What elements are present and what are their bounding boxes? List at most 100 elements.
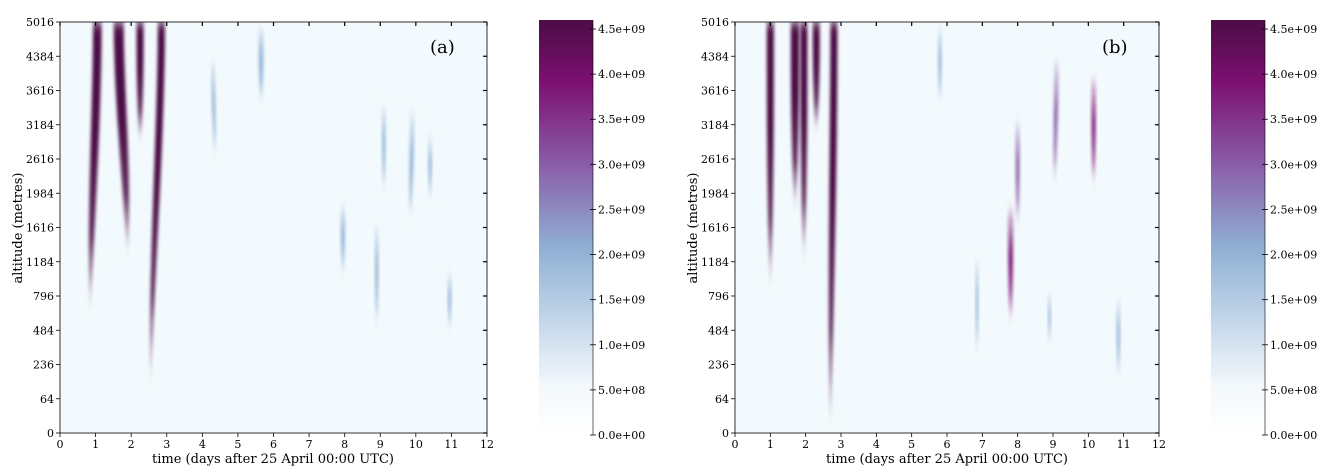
plume bbox=[1015, 124, 1020, 228]
colorbar-tick-label: 1.5e+09 bbox=[1270, 294, 1317, 307]
x-tick-label: 5 bbox=[908, 438, 915, 451]
plume bbox=[975, 261, 979, 358]
y-tick-label: 1184 bbox=[26, 256, 54, 269]
plume bbox=[88, 22, 102, 314]
colorbar-tick-label: 3.5e+09 bbox=[1270, 113, 1317, 126]
colorbar-ticks-a: 0.0e+00 5.0e+08 1.0e+09 1.5e+09 2.0e+09 2.5e+… bbox=[590, 23, 645, 442]
y-tick-label: 4384 bbox=[701, 50, 729, 63]
colorbar-tick-label: 1.0e+09 bbox=[1270, 339, 1317, 352]
y-tick-label: 3616 bbox=[26, 85, 54, 98]
y-tick-label: 1616 bbox=[701, 222, 729, 235]
x-tick-label: 2 bbox=[128, 438, 135, 451]
panel-b: 0 1 2 3 4 5 6 7 8 9 10 11 12 06423648479611841616198… bbox=[686, 16, 1166, 466]
plume bbox=[211, 63, 216, 159]
y-tick-label: 1984 bbox=[26, 187, 54, 200]
colorbar-tick-label: 3.0e+09 bbox=[598, 158, 645, 171]
plume bbox=[382, 107, 386, 194]
x-tick-label: 7 bbox=[979, 438, 986, 451]
plume bbox=[1091, 80, 1096, 187]
x-axis-b: 0 1 2 3 4 5 6 7 8 9 10 11 12 bbox=[732, 22, 1166, 451]
plume bbox=[340, 206, 346, 276]
y-axis-b: 0 64 236 484 796 1184 1616 1984 2616 3184 3616 4384… bbox=[701, 16, 1159, 440]
y-tick-label: 5016 bbox=[701, 16, 729, 29]
y-tick-label: 5016 bbox=[26, 16, 54, 29]
y-tick-label: 1984 bbox=[701, 187, 729, 200]
plume bbox=[428, 138, 432, 201]
y-tick-label: 4384 bbox=[26, 50, 54, 63]
y-tick-label: 0 bbox=[722, 427, 729, 440]
colorbar-tick-label: 2.0e+09 bbox=[598, 249, 645, 262]
y-tick-label: 3184 bbox=[26, 119, 54, 132]
plume bbox=[790, 22, 800, 211]
y-tick-label: 796 bbox=[708, 290, 729, 303]
colorbar-tick-label: 3.5e+09 bbox=[598, 113, 645, 126]
panel-label-a: (a) bbox=[430, 37, 455, 58]
x-tick-label: 12 bbox=[480, 438, 494, 451]
x-tick-label: 8 bbox=[341, 438, 348, 451]
plume bbox=[1053, 63, 1059, 187]
y-tick-label: 236 bbox=[33, 359, 54, 372]
x-tick-label: 5 bbox=[234, 438, 241, 451]
y-tick-label: 2616 bbox=[26, 153, 54, 166]
y-tick-label: 3616 bbox=[701, 85, 729, 98]
x-axis-title-a: time (days after 25 April 00:00 UTC) bbox=[152, 452, 394, 466]
colorbar-tick-label: 0.0e+00 bbox=[598, 429, 645, 442]
x-tick-label: 1 bbox=[92, 438, 99, 451]
x-tick-label: 11 bbox=[1117, 438, 1131, 451]
plume bbox=[150, 22, 165, 389]
colorbar-ticks-b: 0.0e+00 5.0e+08 1.0e+09 1.5e+09 2.0e+09 2.5e+… bbox=[1262, 23, 1317, 442]
y-axis-title-a: altitude (metres) bbox=[11, 172, 26, 283]
y-tick-label: 796 bbox=[33, 290, 54, 303]
x-tick-label: 2 bbox=[802, 438, 809, 451]
colorbar-tick-label: 5.0e+08 bbox=[598, 384, 645, 397]
x-tick-label: 3 bbox=[163, 438, 170, 451]
plume bbox=[409, 114, 415, 221]
y-tick-label: 484 bbox=[708, 324, 729, 337]
y-tick-label: 1184 bbox=[701, 256, 729, 269]
x-tick-label: 12 bbox=[1152, 438, 1166, 451]
colorbar-tick-label: 1.5e+09 bbox=[598, 294, 645, 307]
x-tick-label: 6 bbox=[944, 438, 951, 451]
x-tick-label: 3 bbox=[838, 438, 845, 451]
plume bbox=[1048, 296, 1051, 344]
colorbar-tick-label: 4.5e+09 bbox=[1270, 23, 1317, 36]
x-axis-title-b: time (days after 25 April 00:00 UTC) bbox=[826, 452, 1068, 466]
plume bbox=[800, 22, 808, 262]
plume bbox=[828, 22, 838, 433]
y-tick-label: 64 bbox=[715, 393, 729, 406]
colorbar-b: 0.0e+00 5.0e+08 1.0e+09 1.5e+09 2.0e+09 2.5e+… bbox=[1211, 20, 1317, 442]
plume bbox=[1008, 210, 1014, 324]
colorbar-tick-label: 3.0e+09 bbox=[1270, 158, 1317, 171]
x-tick-label: 10 bbox=[1081, 438, 1095, 451]
y-tick-label: 3184 bbox=[701, 119, 729, 132]
plume-layer-a bbox=[88, 22, 452, 389]
colorbar-tick-label: 4.0e+09 bbox=[1270, 68, 1317, 81]
x-tick-label: 11 bbox=[444, 438, 458, 451]
y-tick-label: 0 bbox=[47, 427, 54, 440]
plot-area-a bbox=[60, 22, 487, 433]
colorbar-tick-label: 2.5e+09 bbox=[1270, 203, 1317, 216]
plume bbox=[766, 22, 774, 290]
plume bbox=[258, 28, 264, 105]
plume bbox=[938, 28, 942, 105]
x-tick-label: 4 bbox=[199, 438, 206, 451]
colorbar-tick-label: 4.5e+09 bbox=[598, 23, 645, 36]
y-tick-label: 484 bbox=[33, 324, 54, 337]
plume bbox=[1116, 302, 1121, 379]
colorbar-tick-label: 2.0e+09 bbox=[1270, 249, 1317, 262]
plume-layer-b bbox=[766, 22, 1121, 433]
x-tick-label: 0 bbox=[732, 438, 739, 451]
plume bbox=[374, 227, 379, 331]
plume bbox=[812, 22, 820, 132]
x-tick-label: 6 bbox=[270, 438, 277, 451]
x-tick-label: 1 bbox=[767, 438, 774, 451]
colorbar-tick-label: 5.0e+08 bbox=[1270, 384, 1317, 397]
y-tick-label: 1616 bbox=[26, 222, 54, 235]
colorbar-gradient-b bbox=[1211, 20, 1265, 435]
x-tick-label: 7 bbox=[306, 438, 313, 451]
x-tick-label: 10 bbox=[409, 438, 423, 451]
y-tick-label: 236 bbox=[708, 359, 729, 372]
colorbar-tick-label: 2.5e+09 bbox=[598, 203, 645, 216]
colorbar-a: 0.0e+00 5.0e+08 1.0e+09 1.5e+09 2.0e+09 2.5e+… bbox=[539, 20, 645, 442]
